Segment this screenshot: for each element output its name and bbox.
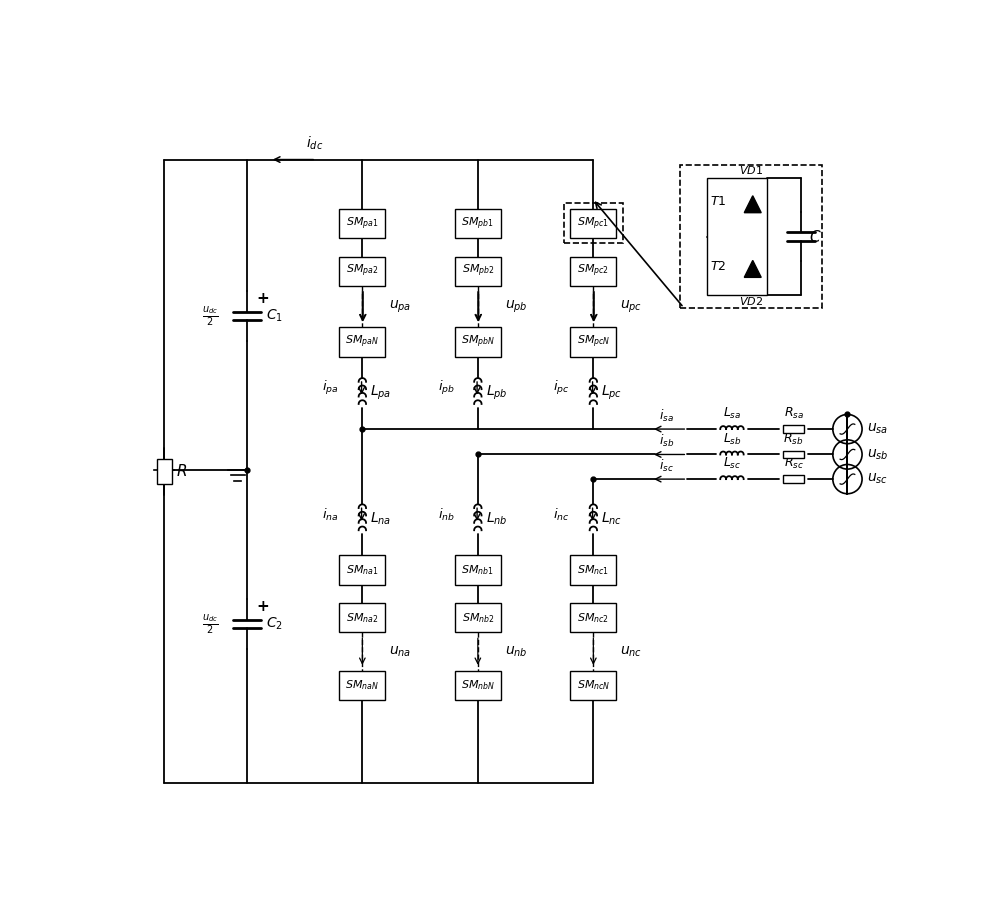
Text: $SM_{na1}$: $SM_{na1}$ xyxy=(346,563,379,577)
Bar xyxy=(455,555,501,584)
Text: $L_{sa}$: $L_{sa}$ xyxy=(723,406,741,421)
Polygon shape xyxy=(744,260,761,278)
Text: $SM_{pcN}$: $SM_{pcN}$ xyxy=(577,334,610,350)
Text: $L_{pb}$: $L_{pb}$ xyxy=(486,384,507,402)
Text: $L_{nc}$: $L_{nc}$ xyxy=(601,511,622,528)
Bar xyxy=(157,460,172,483)
Text: $\frac{u_{dc}}{2}$: $\frac{u_{dc}}{2}$ xyxy=(202,304,218,327)
Text: $SM_{nb2}$: $SM_{nb2}$ xyxy=(462,611,494,625)
Bar xyxy=(455,671,501,700)
Text: $u_{sa}$: $u_{sa}$ xyxy=(867,422,889,437)
Polygon shape xyxy=(744,196,761,212)
Bar xyxy=(707,178,767,295)
Text: $i_{nb}$: $i_{nb}$ xyxy=(438,506,455,523)
Bar xyxy=(783,425,804,433)
Bar xyxy=(680,165,822,308)
Text: $u_{sc}$: $u_{sc}$ xyxy=(867,472,889,486)
Text: $VD1$: $VD1$ xyxy=(739,165,763,176)
Text: $L_{na}$: $L_{na}$ xyxy=(370,511,391,528)
Text: $L_{nb}$: $L_{nb}$ xyxy=(486,511,507,528)
Bar xyxy=(455,327,501,357)
Text: $i_{nc}$: $i_{nc}$ xyxy=(553,506,570,523)
Text: $u_{pa}$: $u_{pa}$ xyxy=(389,299,412,315)
Bar xyxy=(339,671,385,700)
Text: $SM_{nc2}$: $SM_{nc2}$ xyxy=(577,611,609,625)
Bar xyxy=(455,256,501,286)
Text: $SM_{paN}$: $SM_{paN}$ xyxy=(345,334,379,350)
Text: $i_{sc}$: $i_{sc}$ xyxy=(659,458,674,473)
Text: $C_1$: $C_1$ xyxy=(266,308,283,324)
Bar xyxy=(455,603,501,632)
Bar xyxy=(570,256,616,286)
Bar xyxy=(455,209,501,238)
Text: $R_{sb}$: $R_{sb}$ xyxy=(783,432,804,447)
Text: $R_{sc}$: $R_{sc}$ xyxy=(784,457,804,471)
Text: $i_{pa}$: $i_{pa}$ xyxy=(322,380,339,397)
Text: $i_{sa}$: $i_{sa}$ xyxy=(659,407,674,424)
Bar xyxy=(570,671,616,700)
Text: $L_{pc}$: $L_{pc}$ xyxy=(601,384,622,402)
Text: $u_{sb}$: $u_{sb}$ xyxy=(867,448,889,461)
Text: $u_{na}$: $u_{na}$ xyxy=(389,644,412,659)
Text: $C_2$: $C_2$ xyxy=(266,616,283,632)
Text: $SM_{nc1}$: $SM_{nc1}$ xyxy=(577,563,609,577)
Text: $u_{pc}$: $u_{pc}$ xyxy=(620,299,642,315)
Text: $L_{sc}$: $L_{sc}$ xyxy=(723,457,741,471)
Bar xyxy=(339,327,385,357)
Bar xyxy=(339,209,385,238)
Bar xyxy=(570,327,616,357)
Text: $T2$: $T2$ xyxy=(710,260,727,273)
Text: $u_{nb}$: $u_{nb}$ xyxy=(505,644,527,659)
Bar xyxy=(783,450,804,459)
Bar xyxy=(570,603,616,632)
Text: $SM_{pa1}$: $SM_{pa1}$ xyxy=(346,215,379,232)
Text: $SM_{nb1}$: $SM_{nb1}$ xyxy=(461,563,494,577)
Bar xyxy=(339,603,385,632)
Text: $\frac{u_{dc}}{2}$: $\frac{u_{dc}}{2}$ xyxy=(202,612,218,636)
Text: +: + xyxy=(256,599,269,615)
Bar xyxy=(564,203,623,244)
Text: $SM_{pb2}$: $SM_{pb2}$ xyxy=(462,263,494,279)
Text: $i_{na}$: $i_{na}$ xyxy=(322,506,339,523)
Bar xyxy=(570,555,616,584)
Text: $L_{sb}$: $L_{sb}$ xyxy=(723,432,741,447)
Text: $VD2$: $VD2$ xyxy=(739,295,763,307)
Text: $SM_{pb1}$: $SM_{pb1}$ xyxy=(461,215,494,232)
Text: $i_{dc}$: $i_{dc}$ xyxy=(306,134,323,152)
Text: $u_{nc}$: $u_{nc}$ xyxy=(620,644,642,659)
Text: $SM_{pc2}$: $SM_{pc2}$ xyxy=(577,263,609,279)
Text: $i_{sb}$: $i_{sb}$ xyxy=(659,433,674,449)
Text: $C$: $C$ xyxy=(809,229,821,244)
Text: $SM_{ncN}$: $SM_{ncN}$ xyxy=(577,678,610,692)
Text: $R$: $R$ xyxy=(176,463,187,480)
Text: +: + xyxy=(256,291,269,306)
Text: $u_{pb}$: $u_{pb}$ xyxy=(505,299,527,315)
Text: $SM_{pa2}$: $SM_{pa2}$ xyxy=(346,263,379,279)
Text: $SM_{nbN}$: $SM_{nbN}$ xyxy=(461,678,495,692)
Text: $SM_{naN}$: $SM_{naN}$ xyxy=(345,678,379,692)
Text: $L_{pa}$: $L_{pa}$ xyxy=(370,384,391,402)
Text: $i_{pc}$: $i_{pc}$ xyxy=(553,380,570,397)
Bar xyxy=(339,555,385,584)
Text: $SM_{pc1}$: $SM_{pc1}$ xyxy=(577,215,609,232)
Bar xyxy=(783,475,804,483)
Text: $T1$: $T1$ xyxy=(710,196,727,209)
Text: $R_{sa}$: $R_{sa}$ xyxy=(784,406,804,421)
Text: $i_{pb}$: $i_{pb}$ xyxy=(438,380,455,397)
Bar xyxy=(339,256,385,286)
Text: $SM_{pbN}$: $SM_{pbN}$ xyxy=(461,334,495,350)
Bar xyxy=(570,209,616,238)
Text: $SM_{na2}$: $SM_{na2}$ xyxy=(346,611,379,625)
